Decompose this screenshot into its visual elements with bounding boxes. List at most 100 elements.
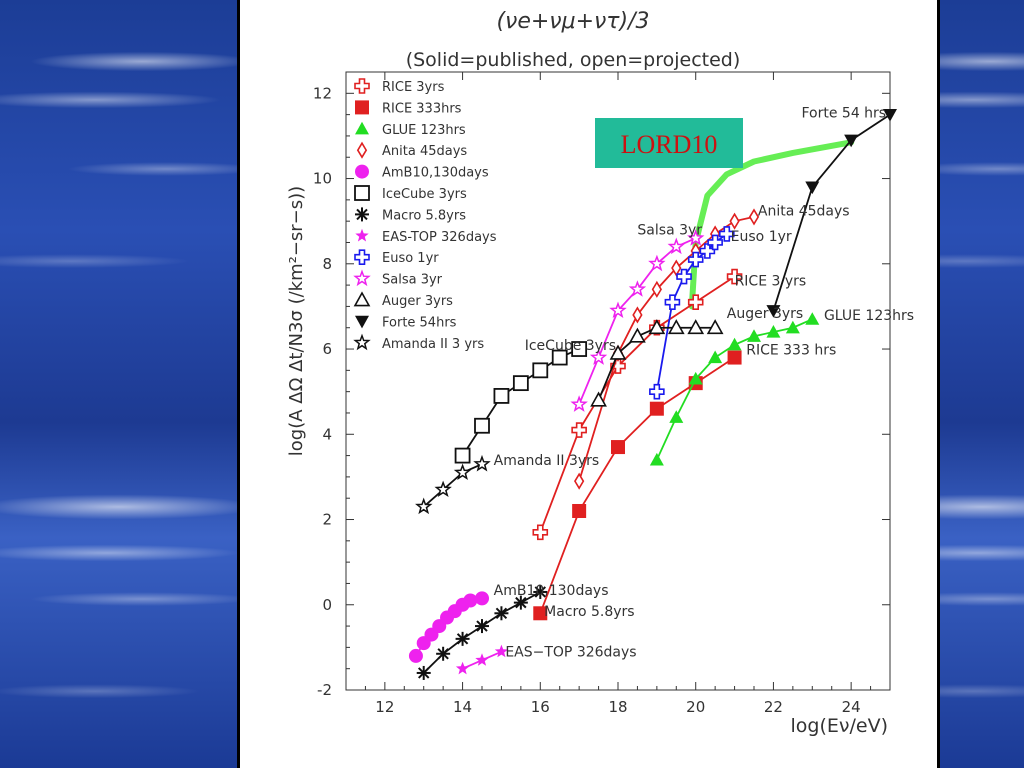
legend-marker xyxy=(356,141,368,159)
legend-marker xyxy=(354,78,370,94)
chart-subtitle: (Solid=published, open=projected) xyxy=(406,49,741,71)
data-point-forte-54hrs xyxy=(766,305,781,318)
data-point-salsa-3yr xyxy=(628,280,647,297)
data-point-auger-3yrs xyxy=(687,319,705,335)
data-point-rice-3yrs xyxy=(610,358,626,374)
y-tick-label: -2 xyxy=(317,681,332,699)
slide-panel: (νe+νμ+ντ)/3 (Solid=published, open=proj… xyxy=(237,0,940,768)
data-point-amb10-130days xyxy=(475,591,489,606)
chart: (νe+νμ+ντ)/3 (Solid=published, open=proj… xyxy=(286,9,914,737)
legend: RICE 3yrs RICE 333hrs GLUE 123hrs Anita 45d… xyxy=(353,78,497,352)
data-point-icecube-3yrs xyxy=(454,447,471,464)
legend-marker xyxy=(355,100,369,115)
curve-label: RICE 3 yrs xyxy=(735,273,807,289)
legend-marker xyxy=(353,333,371,351)
x-tick-label: 14 xyxy=(453,698,472,716)
data-point-macro-5-8yrs xyxy=(494,606,509,621)
data-point-amanda-ii-3-yrs xyxy=(434,480,452,498)
data-point-amb10-130days xyxy=(408,648,423,663)
data-point-glue-123hrs xyxy=(747,329,761,342)
legend-item-label: RICE 333hrs xyxy=(382,101,462,116)
legend-marker xyxy=(355,315,369,329)
data-point-salsa-3yr xyxy=(589,348,608,365)
data-point-macro-5-8yrs xyxy=(513,595,528,610)
data-point-glue-123hrs xyxy=(649,452,664,466)
series-forte-54hrs xyxy=(766,109,897,318)
data-point-rice-3yrs xyxy=(726,268,743,285)
data-point-macro-5-8yrs xyxy=(455,631,470,646)
y-tick-label: 10 xyxy=(313,170,332,188)
data-point-rice-333hrs xyxy=(533,606,548,621)
data-point-glue-123hrs xyxy=(727,337,742,351)
data-point-salsa-3yr xyxy=(687,229,705,246)
data-point-euso-1yr xyxy=(687,251,704,268)
x-axis-label: log(Eν/eV) xyxy=(791,715,889,737)
data-point-anita-45days xyxy=(574,472,585,490)
data-point-icecube-3yrs xyxy=(551,349,568,366)
legend-item-label: RICE 3yrs xyxy=(382,80,445,95)
background-left xyxy=(0,0,237,768)
data-point-rice-333hrs xyxy=(727,350,742,365)
data-point-macro-5-8yrs xyxy=(533,584,548,599)
data-point-icecube-3yrs xyxy=(532,362,549,379)
data-point-euso-1yr xyxy=(718,226,735,242)
legend-item-label: Macro 5.8yrs xyxy=(382,208,466,223)
data-point-rice-3yrs xyxy=(532,524,549,541)
data-point-auger-3yrs xyxy=(706,319,724,335)
legend-marker xyxy=(355,228,369,242)
asterisk-stroke xyxy=(356,208,368,221)
legend-item-label: Euso 1yr xyxy=(382,251,439,266)
asterisk-stroke xyxy=(476,620,488,632)
curve-label: Macro 5.8yrs xyxy=(544,604,634,620)
legend-item-label: Forte 54hrs xyxy=(382,315,457,330)
background-right xyxy=(940,0,1024,768)
curve-label: EAS−TOP 326days xyxy=(505,645,636,661)
data-point-auger-3yrs xyxy=(648,319,666,335)
data-point-anita-45days xyxy=(651,280,662,298)
series-line-amanda-ii-3-yrs xyxy=(423,463,483,508)
data-point-salsa-3yr xyxy=(667,237,685,255)
data-point-eas-top-326days xyxy=(494,644,509,658)
x-tick-label: 18 xyxy=(608,698,627,716)
data-point-amanda-ii-3-yrs xyxy=(453,463,472,481)
curve-label: Auger 3yrs xyxy=(727,306,803,322)
curve-label: GLUE 123hrs xyxy=(824,308,914,324)
series-glue-123hrs xyxy=(649,312,820,466)
legend-marker xyxy=(355,207,369,222)
legend-item-label: IceCube 3yrs xyxy=(382,187,467,202)
x-tick-label: 20 xyxy=(686,698,705,716)
legend-item-label: Salsa 3yr xyxy=(382,273,443,288)
series-line-forte-54hrs xyxy=(772,113,891,311)
legend-marker xyxy=(354,249,370,266)
data-point-icecube-3yrs xyxy=(493,388,510,404)
data-point-auger-3yrs xyxy=(629,327,646,343)
y-tick-label: 4 xyxy=(322,425,332,443)
series-amb10-130days xyxy=(408,591,489,663)
data-point-forte-54hrs xyxy=(805,181,820,195)
data-point-glue-123hrs xyxy=(785,320,800,334)
y-tick-label: 0 xyxy=(322,596,332,614)
data-point-euso-1yr xyxy=(664,294,681,310)
x-tick-label: 16 xyxy=(531,698,550,716)
data-point-salsa-3yr xyxy=(648,254,666,272)
data-point-glue-123hrs xyxy=(669,410,684,423)
data-point-glue-123hrs xyxy=(766,324,781,338)
data-point-anita-45days xyxy=(729,212,740,230)
data-point-rice-333hrs xyxy=(572,503,587,518)
data-point-rice-333hrs xyxy=(611,440,625,455)
data-point-salsa-3yr xyxy=(609,301,627,319)
data-point-macro-5-8yrs xyxy=(436,646,451,661)
plot-area: 12 14 16 18 20 22 24-2024681012log(Eν/eV)log(A… xyxy=(286,71,914,737)
y-tick-label: 8 xyxy=(322,255,332,273)
data-point-amb10-130days xyxy=(463,593,478,608)
data-point-euso-1yr xyxy=(676,268,692,285)
data-point-anita-45days xyxy=(748,208,760,226)
data-point-anita-45days xyxy=(632,306,643,324)
y-tick-label: 12 xyxy=(313,84,332,102)
data-point-forte-54hrs xyxy=(883,109,897,122)
data-point-glue-123hrs xyxy=(708,350,723,364)
x-tick-label: 24 xyxy=(842,698,861,716)
curve-label: RICE 333 hrs xyxy=(746,342,836,358)
asterisk-stroke xyxy=(437,648,449,660)
legend-item-label: GLUE 123hrs xyxy=(382,123,466,138)
